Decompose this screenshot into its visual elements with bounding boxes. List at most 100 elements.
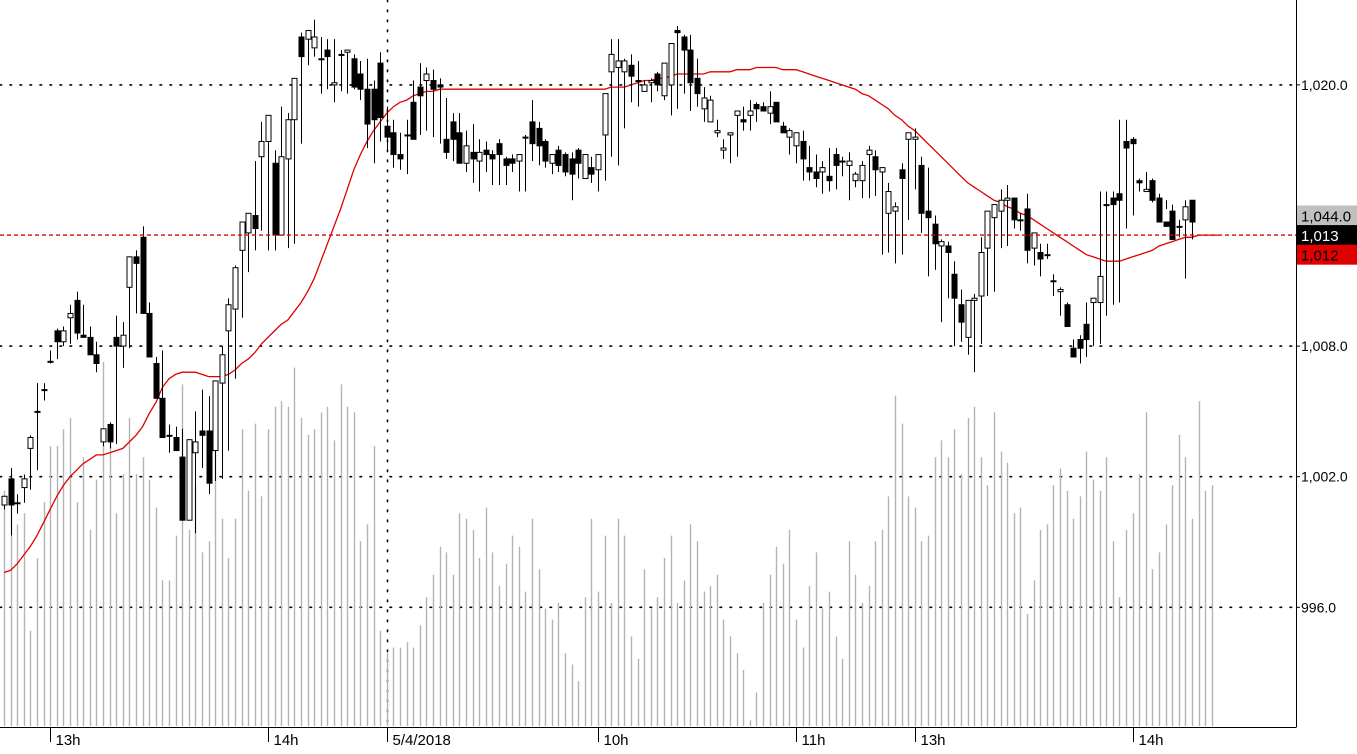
candle[interactable] xyxy=(27,435,34,490)
candle[interactable] xyxy=(615,39,622,166)
candle-body-bullish[interactable] xyxy=(41,389,48,392)
candle-body-bullish[interactable] xyxy=(608,53,615,73)
candle[interactable] xyxy=(813,154,820,188)
candle[interactable] xyxy=(760,102,767,112)
candle[interactable] xyxy=(984,210,991,297)
candle[interactable] xyxy=(285,113,292,249)
candle[interactable] xyxy=(384,106,391,151)
candle-body-bearish[interactable] xyxy=(153,363,160,399)
candle[interactable] xyxy=(100,428,107,447)
candle[interactable] xyxy=(450,113,457,162)
candle-body-bearish[interactable] xyxy=(140,236,147,314)
candle[interactable] xyxy=(126,256,133,349)
candle[interactable] xyxy=(780,121,787,134)
candle-body-bearish[interactable] xyxy=(1169,210,1176,240)
candle[interactable] xyxy=(641,80,648,92)
candle-body-bullish[interactable] xyxy=(859,164,866,182)
candle-body-bearish[interactable] xyxy=(450,121,457,140)
candle[interactable] xyxy=(1189,199,1196,240)
candle[interactable] xyxy=(727,132,734,164)
candle-body-bearish[interactable] xyxy=(674,29,681,34)
candle[interactable] xyxy=(978,237,985,344)
candle[interactable] xyxy=(661,62,668,101)
candle-body-bearish[interactable] xyxy=(1083,323,1090,341)
candle-body-bearish[interactable] xyxy=(364,88,371,125)
candle-body-bullish[interactable] xyxy=(1031,232,1038,249)
candle-body-bullish[interactable] xyxy=(126,256,133,288)
candle[interactable] xyxy=(1149,178,1156,203)
candle[interactable] xyxy=(668,43,675,116)
candle[interactable] xyxy=(278,106,285,236)
candle-body-bearish[interactable] xyxy=(417,86,424,97)
candle[interactable] xyxy=(437,78,444,144)
candle[interactable] xyxy=(456,113,463,164)
candle-body-bearish[interactable] xyxy=(377,62,384,119)
candle[interactable] xyxy=(133,250,140,314)
candle[interactable] xyxy=(918,156,925,233)
candle[interactable] xyxy=(621,58,628,129)
candle[interactable] xyxy=(1004,185,1011,246)
candle-body-bearish[interactable] xyxy=(483,149,490,156)
candle[interactable] xyxy=(859,161,866,199)
candle[interactable] xyxy=(1156,193,1163,223)
candle-body-bullish[interactable] xyxy=(984,210,991,249)
candle[interactable] xyxy=(522,134,529,192)
candle-body-bullish[interactable] xyxy=(1176,225,1183,228)
candle-body-bullish[interactable] xyxy=(965,299,972,338)
candle-body-bearish[interactable] xyxy=(1077,339,1084,349)
candle-body-bullish[interactable] xyxy=(1090,297,1097,304)
candle-body-bullish[interactable] xyxy=(1143,188,1150,193)
candle-body-bearish[interactable] xyxy=(437,84,444,88)
candle[interactable] xyxy=(1090,297,1097,347)
candle-body-bearish[interactable] xyxy=(324,49,331,58)
candle-body-bullish[interactable] xyxy=(1097,275,1104,304)
candle[interactable] xyxy=(225,298,232,451)
candle-body-bullish[interactable] xyxy=(34,410,41,413)
candle-body-bearish[interactable] xyxy=(569,158,576,175)
candle[interactable] xyxy=(879,167,886,255)
candle[interactable] xyxy=(628,54,635,103)
candle-body-bearish[interactable] xyxy=(397,154,404,160)
candle-body-bearish[interactable] xyxy=(133,256,140,264)
candle-body-bullish[interactable] xyxy=(1057,288,1064,293)
candle[interactable] xyxy=(681,34,688,94)
candle[interactable] xyxy=(173,426,180,452)
candles[interactable] xyxy=(1,19,1196,536)
candle[interactable] xyxy=(1176,219,1183,238)
candle[interactable] xyxy=(1103,191,1110,316)
candle[interactable] xyxy=(291,77,298,244)
candle[interactable] xyxy=(1143,171,1150,193)
candle-body-bullish[interactable] xyxy=(786,130,793,138)
candle-body-bearish[interactable] xyxy=(252,214,259,230)
candle[interactable] xyxy=(298,32,305,144)
candle[interactable] xyxy=(839,156,846,177)
candle-body-bullish[interactable] xyxy=(423,73,430,82)
candle-body-bullish[interactable] xyxy=(265,114,272,142)
candle-body-bearish[interactable] xyxy=(496,143,503,156)
candle-body-bullish[interactable] xyxy=(978,251,985,297)
candle[interactable] xyxy=(1169,204,1176,240)
candle[interactable] xyxy=(21,474,28,503)
candle-body-bearish[interactable] xyxy=(813,171,820,179)
candle-body-bearish[interactable] xyxy=(113,336,120,347)
candle-body-bullish[interactable] xyxy=(734,110,741,116)
candle-body-bearish[interactable] xyxy=(529,121,536,145)
candle-body-bearish[interactable] xyxy=(503,158,510,166)
candle[interactable] xyxy=(707,95,714,123)
candle[interactable] xyxy=(720,139,727,159)
candle[interactable] xyxy=(192,411,199,534)
candle-body-bullish[interactable] xyxy=(120,334,127,347)
candle-body-bearish[interactable] xyxy=(1110,197,1117,206)
candle[interactable] xyxy=(74,291,81,340)
candle[interactable] xyxy=(34,383,41,471)
candle[interactable] xyxy=(885,182,892,253)
candle-body-bearish[interactable] xyxy=(357,73,364,90)
candle[interactable] xyxy=(318,37,325,94)
candle[interactable] xyxy=(635,60,642,107)
candle-body-bearish[interactable] xyxy=(351,58,358,88)
candle[interactable] xyxy=(305,29,312,66)
candle[interactable] xyxy=(569,152,576,201)
candle-body-bearish[interactable] xyxy=(179,456,186,521)
candle-body-bearish[interactable] xyxy=(681,36,688,51)
candle-body-bearish[interactable] xyxy=(575,149,582,164)
